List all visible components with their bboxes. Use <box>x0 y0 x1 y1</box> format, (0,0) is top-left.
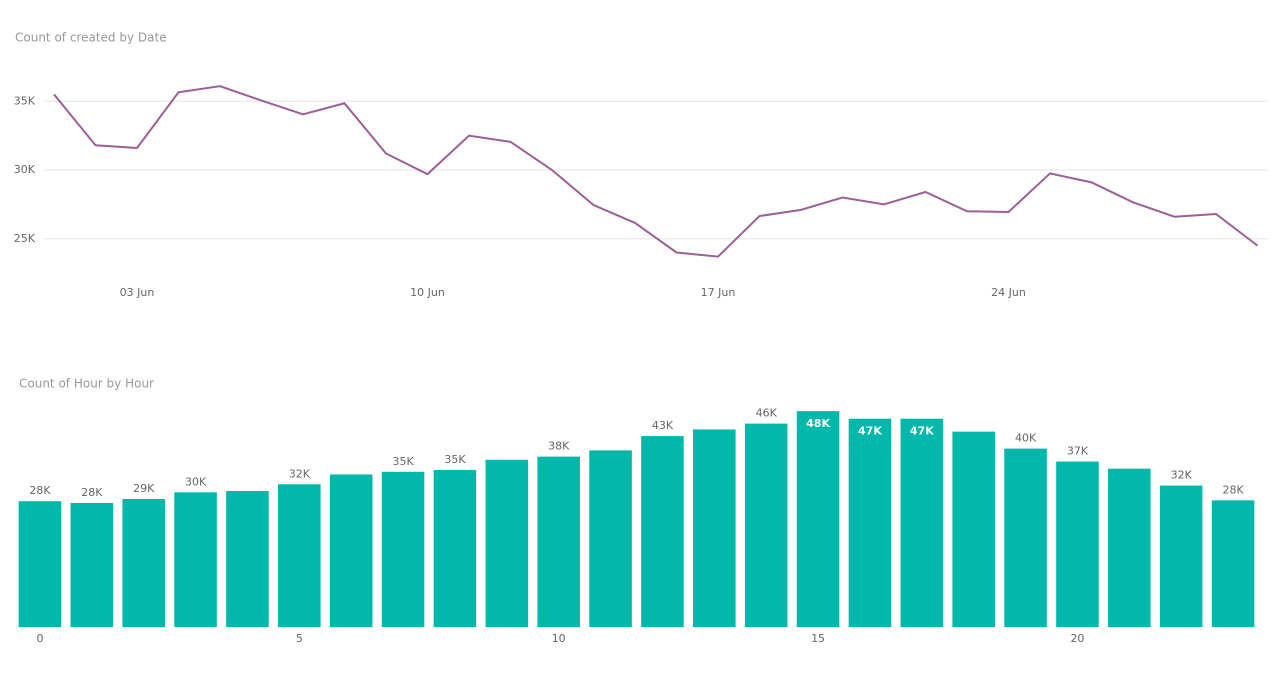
data-label: 35K <box>444 453 466 466</box>
y-tick-label: 25K <box>14 232 36 245</box>
y-tick-label: 35K <box>14 94 36 107</box>
x-tick-label: 10 Jun <box>410 286 445 299</box>
x-tick-label: 0 <box>36 632 43 645</box>
data-label: 38K <box>548 440 570 453</box>
x-tick-label: 24 Jun <box>991 286 1026 299</box>
bar <box>589 450 632 627</box>
data-label: 48K <box>806 417 830 430</box>
bar <box>226 490 269 627</box>
data-label: 40K <box>1015 432 1037 445</box>
bar <box>174 492 217 627</box>
x-tick-label: 20 <box>1070 632 1084 645</box>
bar <box>1211 500 1255 627</box>
bar <box>641 436 684 627</box>
bar <box>796 411 840 627</box>
chart-title: Count of Hour by Hour <box>19 377 154 391</box>
bar <box>70 503 114 627</box>
bar <box>952 431 995 627</box>
bar <box>1056 461 1099 627</box>
bar <box>18 501 62 627</box>
bar <box>485 459 529 627</box>
x-tick-label: 17 Jun <box>701 286 736 299</box>
bar <box>537 456 580 627</box>
data-label: 32K <box>289 467 311 480</box>
bar <box>433 470 477 627</box>
line <box>53 85 1259 258</box>
data-label: 29K <box>133 482 155 495</box>
y-tick-label: 30K <box>14 163 36 176</box>
data-label: 47K <box>910 425 934 438</box>
data-label: 37K <box>1067 445 1089 458</box>
bar <box>1004 448 1047 627</box>
chart-title: Count of created by Date <box>15 31 167 45</box>
data-label: 43K <box>652 419 674 432</box>
data-label: 32K <box>1171 469 1193 482</box>
data-label: 46K <box>756 407 778 420</box>
bar <box>122 498 165 627</box>
data-label: 28K <box>1222 483 1244 496</box>
bar <box>278 484 321 627</box>
data-label: 28K <box>29 484 51 497</box>
data-label: 35K <box>392 455 414 468</box>
x-tick-label: 10 <box>552 632 566 645</box>
x-tick-label: 15 <box>811 632 825 645</box>
bar <box>848 418 892 627</box>
bar <box>1159 485 1203 627</box>
x-tick-label: 5 <box>296 632 303 645</box>
bar <box>1108 468 1151 627</box>
bar <box>900 418 944 627</box>
bar <box>693 429 736 627</box>
bar <box>329 474 373 627</box>
data-label: 30K <box>185 475 207 488</box>
bar <box>381 471 425 627</box>
data-label: 47K <box>858 425 882 438</box>
x-tick-label: 03 Jun <box>120 286 155 299</box>
data-label: 28K <box>81 486 103 499</box>
bar <box>744 423 788 627</box>
